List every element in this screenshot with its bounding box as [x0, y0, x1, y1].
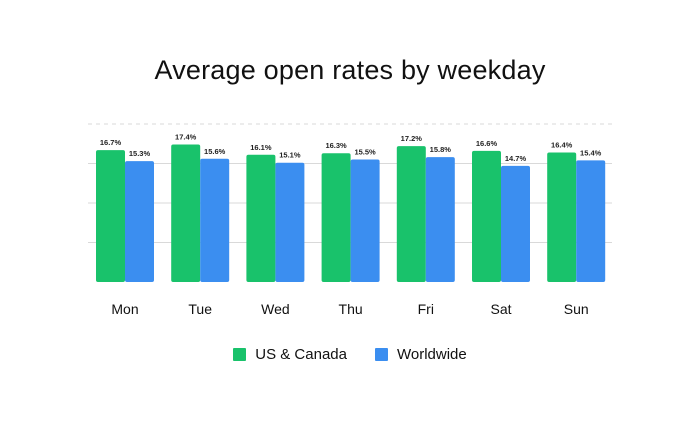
bar-worldwide-tue [200, 158, 230, 282]
legend-item-worldwide: Worldwide [374, 346, 467, 363]
bar-worldwide-thu [350, 159, 380, 282]
x-tick-label: Thu [339, 301, 363, 317]
data-label: 16.7% [100, 138, 122, 147]
data-label: 15.8% [430, 145, 452, 154]
bar-us-canada-fri [396, 146, 426, 282]
bar-worldwide-sat [501, 165, 530, 282]
bar-us-canada-sat [472, 150, 501, 282]
x-tick-label: Tue [188, 301, 212, 317]
data-label: 15.5% [354, 148, 376, 157]
bar-us-canada-thu [321, 153, 351, 282]
chart-title: Average open rates by weekday [154, 55, 546, 85]
data-label: 14.7% [505, 154, 527, 163]
bar-worldwide-fri [425, 157, 455, 282]
x-tick-label: Wed [261, 301, 290, 317]
legend-swatch-us-canada [233, 348, 247, 361]
bar-us-canada-sun [547, 152, 577, 282]
bar-worldwide-wed [275, 162, 305, 282]
x-tick-label: Sun [564, 301, 589, 317]
bar-worldwide-sun [576, 160, 606, 282]
x-tick-label: Sat [490, 301, 511, 317]
legend-swatch-worldwide [374, 348, 388, 361]
bar-us-canada-tue [171, 144, 201, 282]
data-label: 16.3% [325, 141, 347, 150]
data-label: 15.1% [279, 151, 301, 160]
data-label: 16.6% [476, 139, 498, 148]
bar-us-canada-mon [96, 150, 125, 282]
legend-label-us-canada: US & Canada [255, 346, 347, 363]
data-label: 15.4% [580, 148, 602, 157]
x-tick-label: Mon [111, 301, 138, 317]
data-label: 15.3% [129, 149, 151, 158]
bar-worldwide-mon [125, 161, 154, 282]
data-label: 16.1% [250, 143, 272, 152]
data-label: 16.4% [551, 140, 573, 149]
legend-item-us-canada: US & Canada [233, 346, 347, 363]
bar-us-canada-wed [246, 154, 276, 282]
legend-label-worldwide: Worldwide [396, 346, 467, 363]
chart-legend: US & Canada Worldwide [0, 346, 700, 363]
data-label: 15.6% [204, 147, 226, 156]
x-tick-label: Fri [418, 301, 434, 317]
bar-chart: 16.7% 15.3% Mon 17.4% 15.6% Tue 16.1% 15.1% Wed 1… [88, 123, 612, 317]
data-label: 17.2% [401, 134, 423, 143]
data-label: 17.4% [175, 133, 197, 142]
